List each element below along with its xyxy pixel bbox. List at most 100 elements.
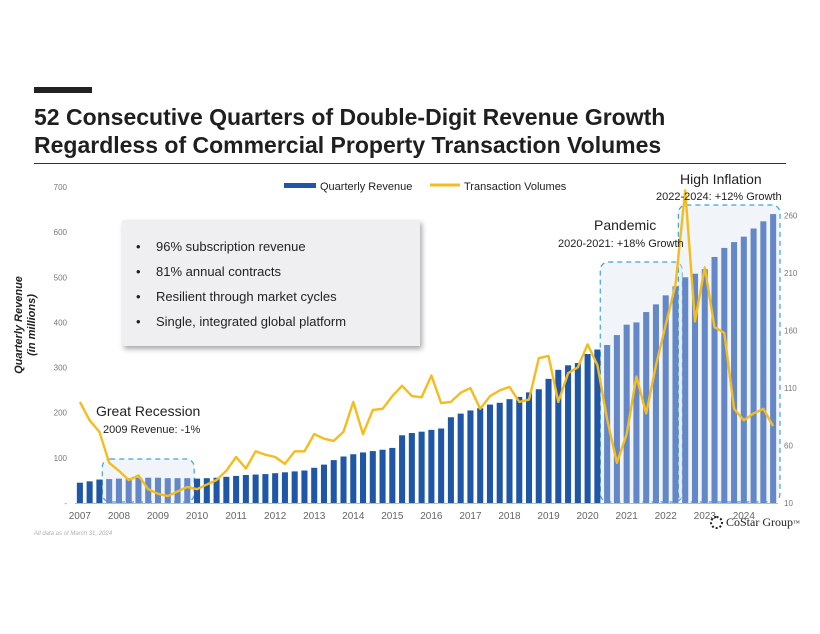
revenue-bar bbox=[428, 429, 435, 503]
revenue-bar bbox=[203, 478, 210, 503]
costar-logo-text: CoStar Group bbox=[726, 515, 793, 529]
revenue-bar bbox=[535, 389, 542, 503]
revenue-bar bbox=[574, 363, 581, 503]
y2-tick-label: 210 bbox=[784, 269, 798, 278]
costar-logo: CoStar Group ™ bbox=[710, 515, 800, 530]
revenue-bar bbox=[565, 365, 572, 503]
revenue-bar bbox=[721, 247, 728, 503]
legend-revenue-swatch bbox=[284, 183, 316, 188]
y-axis-title-line-1: Quarterly Revenue bbox=[13, 276, 25, 374]
x-tick-label: 2012 bbox=[264, 511, 287, 522]
revenue-bar bbox=[262, 474, 269, 503]
revenue-bar bbox=[115, 478, 122, 503]
x-tick-label: 2011 bbox=[225, 511, 247, 522]
revenue-bar bbox=[594, 349, 601, 503]
revenue-bar bbox=[486, 404, 493, 503]
key-point: 81% annual contracts bbox=[136, 259, 420, 284]
revenue-bar bbox=[135, 477, 142, 503]
y-tick-label: 500 bbox=[54, 273, 68, 282]
legend-transaction-label: Transaction Volumes bbox=[464, 181, 567, 193]
y-axis-title-line-2: (in millions) bbox=[26, 294, 38, 356]
annotation-great-recession-title: Great Recession bbox=[96, 403, 200, 419]
revenue-bar bbox=[438, 428, 445, 503]
revenue-bar bbox=[233, 475, 240, 503]
revenue-bar bbox=[340, 456, 347, 503]
title-accent-bar bbox=[34, 87, 92, 93]
revenue-bar bbox=[408, 433, 415, 503]
annotation-high-inflation-subtitle: 2022-2024: +12% Growth bbox=[656, 191, 782, 203]
revenue-bar bbox=[389, 447, 396, 503]
x-tick-label: 2016 bbox=[420, 511, 443, 522]
revenue-bar bbox=[545, 378, 552, 503]
revenue-bar bbox=[194, 478, 201, 503]
revenue-bar bbox=[711, 256, 718, 503]
title-divider bbox=[34, 163, 786, 164]
revenue-bar bbox=[252, 474, 259, 503]
x-tick-label: 2009 bbox=[147, 511, 170, 522]
x-tick-label: 2021 bbox=[616, 511, 639, 522]
costar-logo-icon bbox=[710, 516, 723, 529]
revenue-bar bbox=[154, 477, 162, 503]
revenue-bar bbox=[350, 454, 357, 503]
x-tick-label: 2020 bbox=[576, 511, 599, 522]
revenue-bar bbox=[399, 435, 406, 503]
revenue-bar bbox=[223, 476, 230, 503]
x-tick-label: 2007 bbox=[69, 511, 92, 522]
revenue-bar bbox=[555, 369, 562, 503]
page-title-line-2: Regardless of Commercial Property Transa… bbox=[34, 132, 662, 158]
revenue-bar bbox=[320, 464, 328, 503]
revenue-bar bbox=[184, 478, 191, 503]
revenue-bar bbox=[731, 242, 738, 503]
revenue-bar bbox=[291, 471, 298, 503]
page-title-line-1: 52 Consecutive Quarters of Double-Digit … bbox=[34, 104, 666, 130]
annotation-pandemic-subtitle: 2020-2021: +18% Growth bbox=[558, 238, 684, 250]
x-tick-label: 2010 bbox=[186, 511, 209, 522]
revenue-bar bbox=[496, 402, 503, 503]
revenue-bar bbox=[457, 413, 464, 503]
revenue-bar bbox=[740, 236, 747, 503]
revenue-bar bbox=[86, 481, 93, 503]
y2-tick-label: 60 bbox=[784, 442, 793, 451]
y-tick-label: - bbox=[64, 499, 67, 508]
revenue-bar bbox=[242, 475, 249, 503]
y2-tick-label: 260 bbox=[784, 212, 798, 221]
annotation-high-inflation-title: High Inflation bbox=[680, 171, 762, 187]
revenue-bar bbox=[418, 431, 425, 503]
revenue-bar bbox=[516, 396, 523, 503]
highlight-box bbox=[599, 261, 683, 503]
x-tick-label: 2013 bbox=[303, 511, 326, 522]
y-tick-label: 100 bbox=[54, 454, 68, 463]
footnote: All data as of March 31, 2024 bbox=[34, 531, 113, 537]
annotation-pandemic-title: Pandemic bbox=[594, 217, 656, 233]
revenue-bar bbox=[682, 277, 689, 503]
legend-revenue-label: Quarterly Revenue bbox=[320, 181, 412, 193]
revenue-bar bbox=[311, 467, 318, 503]
revenue-bar bbox=[633, 322, 640, 503]
key-point: 96% subscription revenue bbox=[136, 234, 420, 259]
revenue-bar bbox=[623, 324, 630, 503]
key-points-box: 96% subscription revenue 81% annual cont… bbox=[122, 220, 420, 346]
revenue-bar bbox=[330, 460, 337, 503]
revenue-bar bbox=[213, 477, 220, 503]
x-tick-label: 2018 bbox=[498, 511, 521, 522]
revenue-bar bbox=[369, 451, 376, 503]
revenue-bar bbox=[662, 295, 669, 503]
y-tick-label: 200 bbox=[54, 409, 68, 418]
y-tick-label: 300 bbox=[54, 364, 68, 373]
x-tick-label: 2014 bbox=[342, 511, 365, 522]
revenue-bar bbox=[750, 228, 757, 503]
y2-tick-label: 160 bbox=[784, 327, 798, 336]
transaction-volume-line bbox=[78, 189, 775, 498]
annotation-great-recession-subtitle: 2009 Revenue: -1% bbox=[103, 424, 200, 436]
revenue-bar bbox=[164, 478, 171, 503]
y-tick-label: 700 bbox=[54, 183, 68, 192]
revenue-bar bbox=[584, 354, 591, 503]
x-tick-label: 2024 bbox=[733, 511, 756, 522]
x-tick-label: 2023 bbox=[694, 511, 717, 522]
revenue-bar bbox=[760, 221, 767, 503]
x-tick-label: 2008 bbox=[108, 511, 131, 522]
revenue-bar bbox=[447, 417, 454, 503]
revenue-bar bbox=[691, 273, 699, 503]
revenue-bar bbox=[506, 399, 513, 503]
x-tick-label: 2015 bbox=[381, 511, 404, 522]
